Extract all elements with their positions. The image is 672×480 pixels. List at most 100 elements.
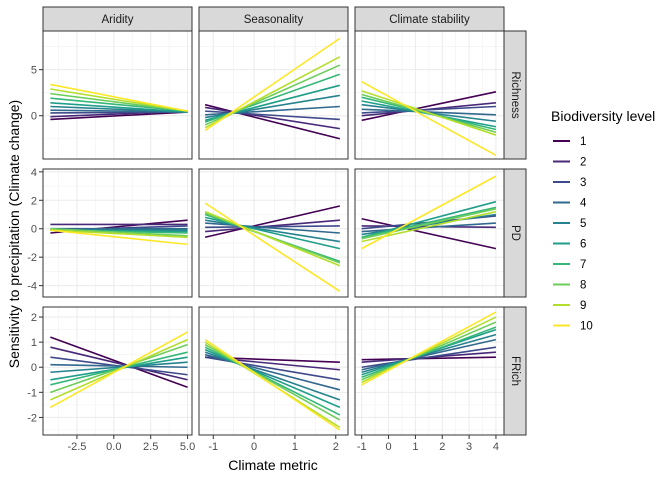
panel-frich-seasonality: [198, 306, 349, 436]
series-group-pd-climate-stability: [361, 175, 497, 250]
series-line-frich-aridity-level-8: [50, 343, 188, 394]
x-tick-label-climate-stability-1: 0: [385, 441, 391, 453]
series-line-richness-climate-stability-level-3: [361, 105, 496, 114]
series-line-pd-climate-stability-level-8: [361, 208, 497, 240]
legend-label-6: 6: [580, 239, 586, 251]
y-tick-label-pd-1: -2: [27, 252, 37, 264]
y-tick-label-frich-3: 1: [31, 337, 37, 349]
series-line-richness-seasonality-level-3: [205, 110, 340, 121]
row-strip-label-pd: PD: [509, 225, 521, 241]
series-line-frich-seasonality-level-10: [204, 338, 341, 431]
column-strip-label-aridity: Aridity: [102, 14, 134, 26]
series-line-frich-climate-stability-level-4: [361, 338, 497, 371]
legend-label-2: 2: [580, 157, 586, 169]
y-axis-title: Sensitivity to precipitation (Climate ch…: [6, 100, 22, 368]
series-group-richness-climate-stability: [361, 80, 497, 157]
panel-border-richness-aridity: [42, 30, 193, 160]
series-group-frich-seasonality: [204, 338, 341, 431]
series-line-frich-climate-stability-level-10: [361, 311, 497, 386]
panels-layer: Aridity Seasonality Climate stability Richn…: [27, 6, 527, 453]
series-line-pd-aridity-level-10: [50, 229, 188, 246]
x-tick-label-aridity-2: 2.5: [143, 441, 158, 453]
series-line-richness-climate-stability-level-1: [361, 90, 497, 122]
series-line-pd-seasonality-level-4: [205, 222, 340, 234]
y-tick-label-pd-4: 4: [31, 167, 37, 179]
y-tick-label-frich-2: 0: [31, 362, 37, 374]
y-tick-label-frich-4: 2: [31, 312, 37, 324]
series-line-richness-seasonality-level-10: [204, 37, 341, 132]
series-line-frich-climate-stability-level-7: [361, 326, 497, 379]
series-line-pd-seasonality-level-1: [204, 205, 341, 239]
column-strip-label-climate-stability: Climate stability: [389, 14, 470, 26]
series-line-frich-aridity-level-4: [50, 363, 188, 369]
panel-border-frich-climate-stability: [354, 306, 505, 436]
series-line-frich-climate-stability-level-1: [361, 356, 496, 361]
series-line-frich-aridity-level-1: [50, 336, 188, 389]
series-line-pd-climate-stability-level-1: [361, 217, 497, 250]
series-line-frich-aridity-level-2: [50, 346, 188, 381]
series-line-richness-seasonality-level-2: [204, 106, 340, 130]
legend-label-1: 1: [580, 136, 586, 148]
series-line-pd-climate-stability-level-6: [361, 200, 497, 239]
series-line-frich-climate-stability-level-8: [361, 321, 497, 381]
series-line-pd-climate-stability-level-7: [361, 206, 497, 239]
panel-border-richness-seasonality: [198, 30, 349, 160]
series-line-frich-climate-stability-level-9: [361, 316, 497, 384]
y-tick-label-pd-0: -4: [27, 281, 37, 293]
x-tick-label-climate-stability-5: 4: [493, 441, 499, 453]
y-tick-label-pd-3: 2: [31, 195, 37, 207]
y-tick-label-richness-1: 5: [31, 65, 37, 77]
series-line-richness-climate-stability-level-10: [361, 80, 497, 157]
series-line-pd-seasonality-level-10: [204, 202, 341, 292]
legend: 1 2 3 4 5 6 7 8 9 10: [553, 136, 593, 333]
panel-border-pd-aridity: [42, 168, 193, 298]
legend-label-10: 10: [580, 321, 593, 333]
series-line-pd-seasonality-level-9: [204, 210, 341, 267]
x-tick-label-seasonality-1: 0: [251, 441, 257, 453]
panel-richness-seasonality: [198, 30, 349, 160]
panel-richness-aridity: [42, 30, 193, 160]
legend-title: Biodiversity level: [551, 108, 655, 124]
x-tick-label-climate-stability-3: 2: [439, 441, 445, 453]
x-tick-label-seasonality-0: -1: [208, 441, 218, 453]
series-group-pd-seasonality: [204, 202, 341, 292]
x-tick-label-seasonality-2: 1: [292, 441, 298, 453]
column-strip-aridity: [42, 6, 193, 32]
series-group-pd-aridity: [50, 219, 188, 246]
panel-border-frich-aridity: [42, 306, 193, 436]
panel-border-frich-seasonality: [198, 306, 349, 436]
series-group-frich-aridity: [49, 331, 188, 409]
panel-pd-aridity: [42, 168, 193, 298]
series-line-richness-aridity-level-1: [50, 111, 188, 121]
series-line-frich-climate-stability-level-5: [361, 333, 497, 374]
x-tick-label-climate-stability-2: 1: [412, 441, 418, 453]
x-tick-label-aridity-1: 0.0: [106, 441, 121, 453]
y-tick-label-frich-0: -2: [27, 412, 37, 424]
y-tick-label-richness-0: 0: [31, 111, 37, 123]
series-line-pd-climate-stability-level-10: [361, 175, 497, 250]
legend-label-5: 5: [580, 218, 586, 230]
legend-label-8: 8: [580, 280, 586, 292]
series-line-richness-aridity-level-6: [50, 102, 188, 113]
legend-label-7: 7: [580, 259, 586, 271]
panel-border-pd-climate-stability: [354, 168, 505, 298]
series-line-frich-seasonality-level-7: [204, 346, 341, 416]
row-strip-label-richness: Richness: [509, 71, 521, 119]
legend-label-9: 9: [580, 300, 586, 312]
row-strip-label-frich: FRich: [509, 356, 521, 386]
column-strip-seasonality: [198, 6, 349, 32]
x-axis-title: Climate metric: [228, 457, 317, 473]
series-line-frich-aridity-level-5: [50, 361, 188, 374]
series-group-richness-aridity: [50, 83, 188, 121]
x-tick-label-seasonality-3: 2: [333, 441, 339, 453]
x-tick-label-aridity-0: -2.5: [67, 441, 86, 453]
panel-frich-climate-stability: [354, 306, 505, 436]
series-group-frich-climate-stability: [361, 311, 497, 386]
panel-pd-seasonality: [198, 168, 349, 298]
panel-frich-aridity: [42, 306, 193, 436]
x-tick-label-climate-stability-4: 3: [466, 441, 472, 453]
series-line-frich-aridity-level-10: [49, 331, 188, 409]
series-line-frich-climate-stability-level-3: [361, 346, 497, 369]
column-strip-label-seasonality: Seasonality: [244, 14, 304, 26]
